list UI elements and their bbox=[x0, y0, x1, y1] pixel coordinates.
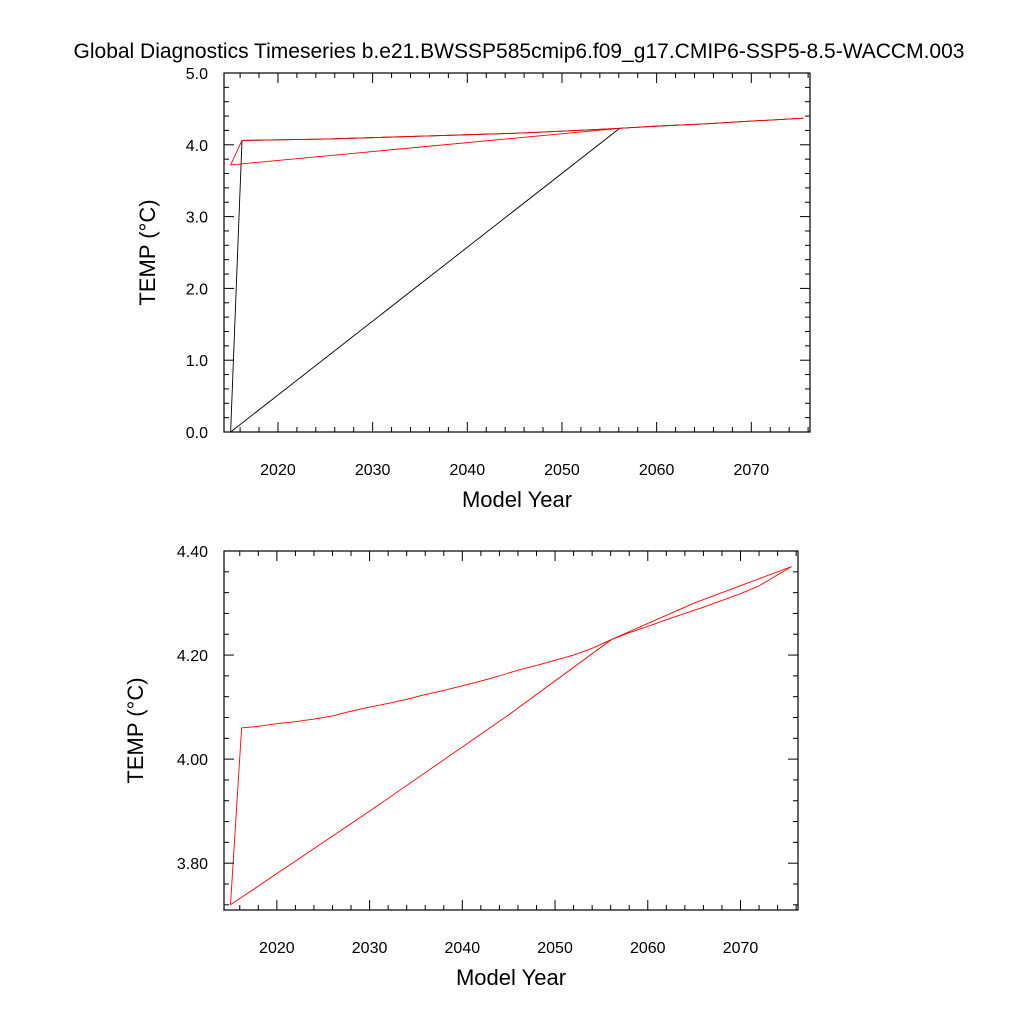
bottom-y-tick-label: 4.40 bbox=[177, 544, 208, 561]
bottom-x-tick-label: 2050 bbox=[537, 940, 573, 957]
top-series-line-2 bbox=[230, 127, 620, 432]
top-x-tick-label: 2040 bbox=[450, 462, 486, 479]
top-y-tick-label: 4.0 bbox=[186, 138, 208, 155]
top-tick-marks bbox=[224, 72, 810, 433]
top-x-tick-label: 2030 bbox=[355, 462, 391, 479]
top-y-tick-label: 1.0 bbox=[186, 353, 208, 370]
bottom-panel: 2020 2030 2040 2050 2060 2070 3.80 4.00 4.20 4.4… bbox=[123, 544, 799, 990]
top-series-line-3 bbox=[230, 127, 620, 166]
top-y-tick-label: 0.0 bbox=[186, 425, 208, 442]
bottom-tick-marks bbox=[224, 550, 798, 910]
top-series-line-0 bbox=[230, 117, 804, 432]
chart-title: Global Diagnostics Timeseries b.e21.BWSS… bbox=[74, 40, 965, 63]
top-plot-frame bbox=[223, 72, 811, 433]
bottom-y-tick-label: 3.80 bbox=[177, 856, 208, 873]
bottom-y-tick-label: 4.20 bbox=[177, 648, 208, 665]
top-series-layer bbox=[230, 117, 804, 432]
top-x-axis-title: Model Year bbox=[462, 487, 572, 512]
bottom-x-tick-label: 2040 bbox=[445, 940, 481, 957]
bottom-plot-frame bbox=[223, 550, 799, 911]
bottom-x-tick-labels: 2020 2030 2040 2050 2060 2070 bbox=[259, 940, 758, 957]
bottom-y-axis-title: TEMP (°C) bbox=[123, 677, 148, 783]
top-series-line-1 bbox=[230, 117, 804, 166]
top-y-tick-label: 5.0 bbox=[186, 66, 208, 83]
top-x-tick-label: 2020 bbox=[260, 462, 296, 479]
bottom-y-tick-label: 4.00 bbox=[177, 752, 208, 769]
bottom-x-tick-label: 2060 bbox=[630, 940, 666, 957]
bottom-series-layer bbox=[230, 566, 792, 906]
bottom-x-tick-label: 2020 bbox=[259, 940, 295, 957]
top-x-tick-labels: 2020 2030 2040 2050 2060 2070 bbox=[260, 462, 769, 479]
bottom-x-axis-title: Model Year bbox=[456, 965, 566, 990]
top-y-tick-labels: 0.0 1.0 2.0 3.0 4.0 5.0 bbox=[186, 66, 208, 442]
bottom-series-line-1 bbox=[230, 566, 792, 906]
bottom-series-line-0 bbox=[230, 566, 792, 905]
top-x-tick-label: 2050 bbox=[544, 462, 580, 479]
top-y-tick-label: 3.0 bbox=[186, 210, 208, 227]
top-x-tick-label: 2070 bbox=[734, 462, 770, 479]
bottom-x-tick-label: 2030 bbox=[352, 940, 388, 957]
top-x-tick-label: 2060 bbox=[639, 462, 675, 479]
bottom-y-tick-labels: 3.80 4.00 4.20 4.40 bbox=[177, 544, 208, 873]
top-panel: 2020 2030 2040 2050 2060 2070 0.0 1.0 2.0 3.0 4.0… bbox=[135, 66, 811, 512]
bottom-x-tick-label: 2070 bbox=[723, 940, 759, 957]
top-y-tick-label: 2.0 bbox=[186, 281, 208, 298]
top-y-axis-title: TEMP (°C) bbox=[135, 199, 160, 305]
